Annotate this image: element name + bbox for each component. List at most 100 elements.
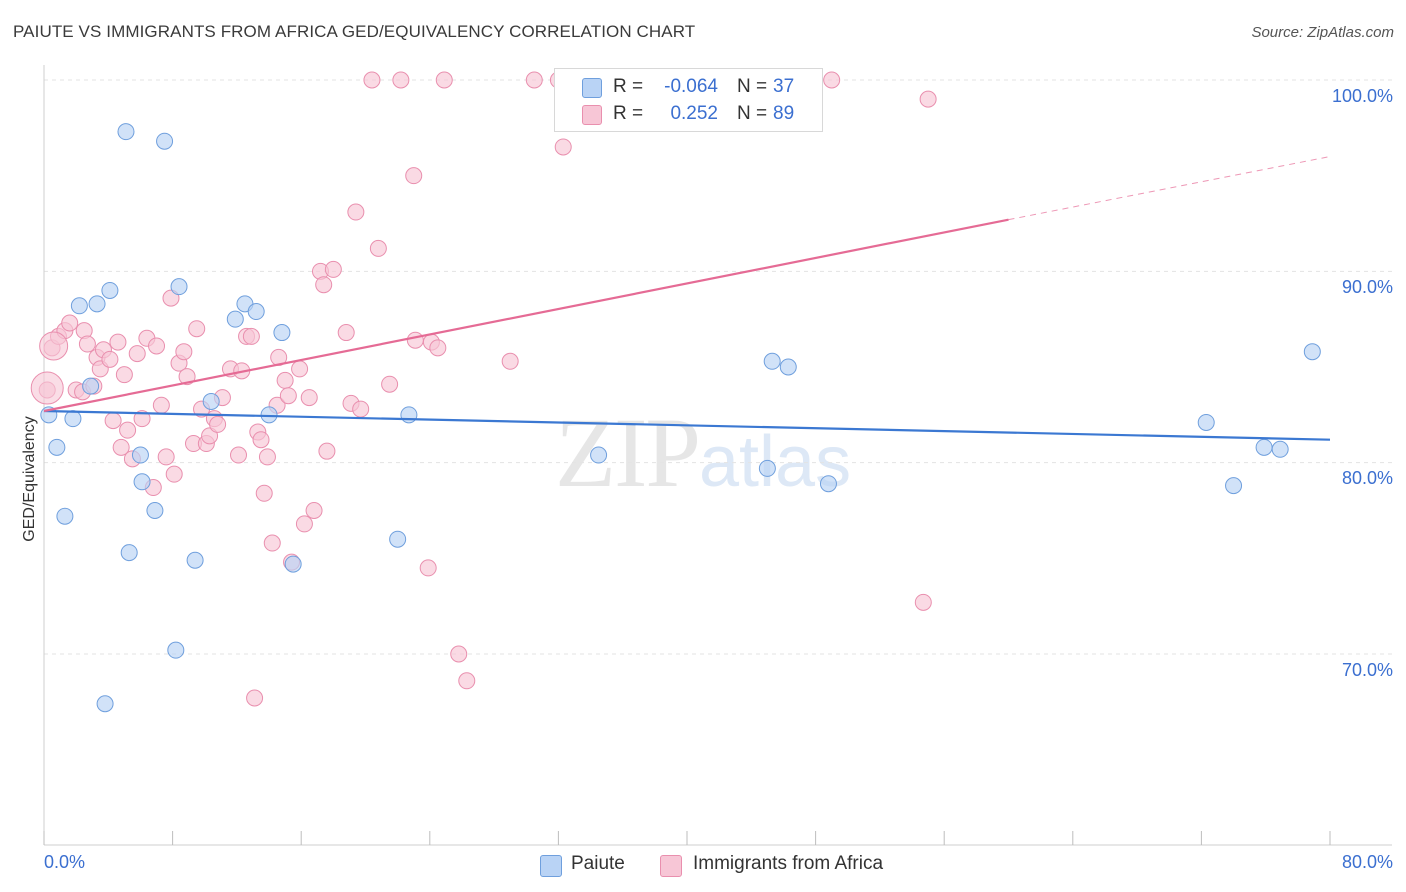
africa-point (152, 396, 170, 414)
africa-point (501, 352, 519, 370)
paiute-point (1225, 477, 1243, 495)
africa-point (315, 276, 333, 294)
africa-point (279, 387, 297, 405)
paiute-point (758, 459, 776, 477)
africa-point (104, 412, 122, 430)
africa-point (369, 239, 387, 257)
africa-point (133, 410, 151, 428)
paiute-point (88, 295, 106, 313)
trend-lines (43, 156, 1331, 441)
africa-n-label: N = (737, 103, 768, 124)
paiute-r-value: -0.064 (664, 76, 718, 97)
africa-point (435, 71, 453, 89)
axes (43, 65, 1392, 846)
africa-point (295, 515, 313, 533)
africa-point (406, 331, 424, 349)
africa-point (919, 90, 937, 108)
paiute-point (590, 446, 608, 464)
africa-point (318, 442, 336, 460)
africa-point (554, 138, 572, 156)
africa-point (230, 446, 248, 464)
africa-r-label: R = (613, 103, 644, 124)
africa-point (450, 645, 468, 663)
africa-point (300, 389, 318, 407)
paiute-point (131, 446, 149, 464)
legend-swatch-africa (660, 855, 682, 877)
y-tick-label-100: 100.0% (1331, 86, 1393, 106)
legend-swatch-paiute (540, 855, 562, 877)
africa-point (419, 559, 437, 577)
africa-point (263, 534, 281, 552)
africa-point (381, 375, 399, 393)
correlation-stats-box: R = -0.064 N = 37 R = 0.252 N = 89 (554, 68, 823, 132)
africa-point (258, 448, 276, 466)
paiute-point (70, 297, 88, 315)
paiute-point (273, 324, 291, 342)
africa-point (119, 421, 137, 439)
paiute-point (1303, 343, 1321, 361)
africa-point (112, 438, 130, 456)
stats-row-paiute: R = -0.064 N = 37 (555, 74, 822, 100)
africa-point (823, 71, 841, 89)
y-tick-label-90: 90.0% (1341, 277, 1393, 297)
africa-trend-extension (1008, 156, 1331, 221)
africa-point (128, 345, 146, 363)
africa-point (201, 427, 219, 445)
watermark: ZIPatlas (555, 395, 851, 510)
paiute-point (400, 406, 418, 424)
africa-point (178, 368, 196, 386)
paiute-n-label: N = (737, 76, 768, 97)
africa-swatch (582, 105, 602, 125)
paiute-point (779, 358, 797, 376)
africa-point (363, 71, 381, 89)
paiute-point (146, 502, 164, 519)
stats-row-africa: R = 0.252 N = 89 (555, 101, 822, 127)
y-tick-label-80: 80.0% (1341, 468, 1393, 488)
africa-point (324, 260, 342, 278)
paiute-point (202, 392, 220, 410)
paiute-point (96, 695, 114, 713)
africa-n-value: 89 (773, 103, 795, 124)
africa-point (109, 333, 127, 351)
y-tick-label-70: 70.0% (1341, 660, 1393, 680)
paiute-point (1255, 438, 1273, 456)
africa-point (914, 593, 932, 611)
x-tick-label-min: 0.0% (44, 852, 86, 872)
africa-point (242, 327, 260, 345)
y-axis-label: GED/Equivalency (21, 416, 38, 542)
paiute-point (247, 303, 265, 321)
africa-point (78, 335, 96, 353)
paiute-point (101, 281, 119, 299)
paiute-point (1197, 413, 1215, 431)
africa-point (405, 167, 423, 185)
paiute-point (48, 438, 66, 456)
source-credit: Source: ZipAtlas.com (1251, 24, 1394, 41)
africa-point (175, 343, 193, 361)
africa-point (347, 203, 365, 221)
paiute-point (82, 377, 100, 395)
africa-point (209, 415, 227, 433)
africa-point (305, 502, 323, 519)
legend-label-paiute: Paiute (571, 853, 625, 874)
paiute-point (389, 530, 407, 548)
paiute-n-value: 37 (773, 76, 795, 97)
africa-point (291, 360, 309, 378)
chart-title: PAIUTE VS IMMIGRANTS FROM AFRICA GED/EQU… (13, 22, 696, 41)
paiute-point (120, 544, 138, 562)
africa-point (525, 71, 543, 89)
africa-point (115, 366, 133, 384)
chart-legend: Paiute Immigrants from Africa (0, 852, 1406, 878)
africa-point (352, 400, 370, 418)
africa-point (255, 484, 273, 502)
africa-point (101, 350, 119, 368)
watermark-zip: ZIP (555, 397, 701, 508)
africa-point (337, 324, 355, 342)
paiute-point (226, 310, 244, 328)
africa-point (276, 371, 294, 389)
paiute-point (117, 123, 135, 141)
africa-trend-line (43, 218, 1009, 413)
africa-point (188, 320, 206, 338)
africa-point (61, 314, 79, 332)
paiute-point (167, 641, 185, 659)
